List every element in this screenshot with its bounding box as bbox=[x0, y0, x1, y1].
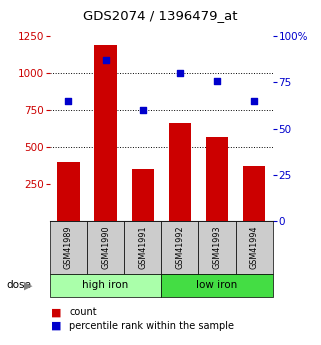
Text: GSM41994: GSM41994 bbox=[250, 226, 259, 269]
Text: low iron: low iron bbox=[196, 280, 238, 290]
Bar bbox=[206, 137, 228, 221]
Bar bbox=[132, 169, 154, 221]
Bar bbox=[57, 162, 80, 221]
Point bbox=[103, 58, 108, 63]
Text: GSM41990: GSM41990 bbox=[101, 226, 110, 269]
Point bbox=[252, 98, 257, 104]
Text: dose: dose bbox=[6, 280, 31, 290]
Text: ▶: ▶ bbox=[24, 280, 32, 290]
Text: ■: ■ bbox=[51, 307, 62, 317]
Text: GDS2074 / 1396479_at: GDS2074 / 1396479_at bbox=[83, 9, 238, 22]
Text: percentile rank within the sample: percentile rank within the sample bbox=[69, 321, 234, 331]
Point bbox=[214, 78, 220, 83]
Text: GSM41991: GSM41991 bbox=[138, 226, 147, 269]
Text: GSM41992: GSM41992 bbox=[175, 226, 184, 269]
Bar bbox=[169, 124, 191, 221]
Text: ■: ■ bbox=[51, 321, 62, 331]
Bar bbox=[243, 166, 265, 221]
Text: GSM41993: GSM41993 bbox=[213, 226, 221, 269]
Point bbox=[140, 107, 145, 113]
Point bbox=[66, 98, 71, 104]
Text: count: count bbox=[69, 307, 97, 317]
Text: GSM41989: GSM41989 bbox=[64, 226, 73, 269]
Text: high iron: high iron bbox=[82, 280, 129, 290]
Bar bbox=[94, 45, 117, 221]
Point bbox=[177, 70, 182, 76]
